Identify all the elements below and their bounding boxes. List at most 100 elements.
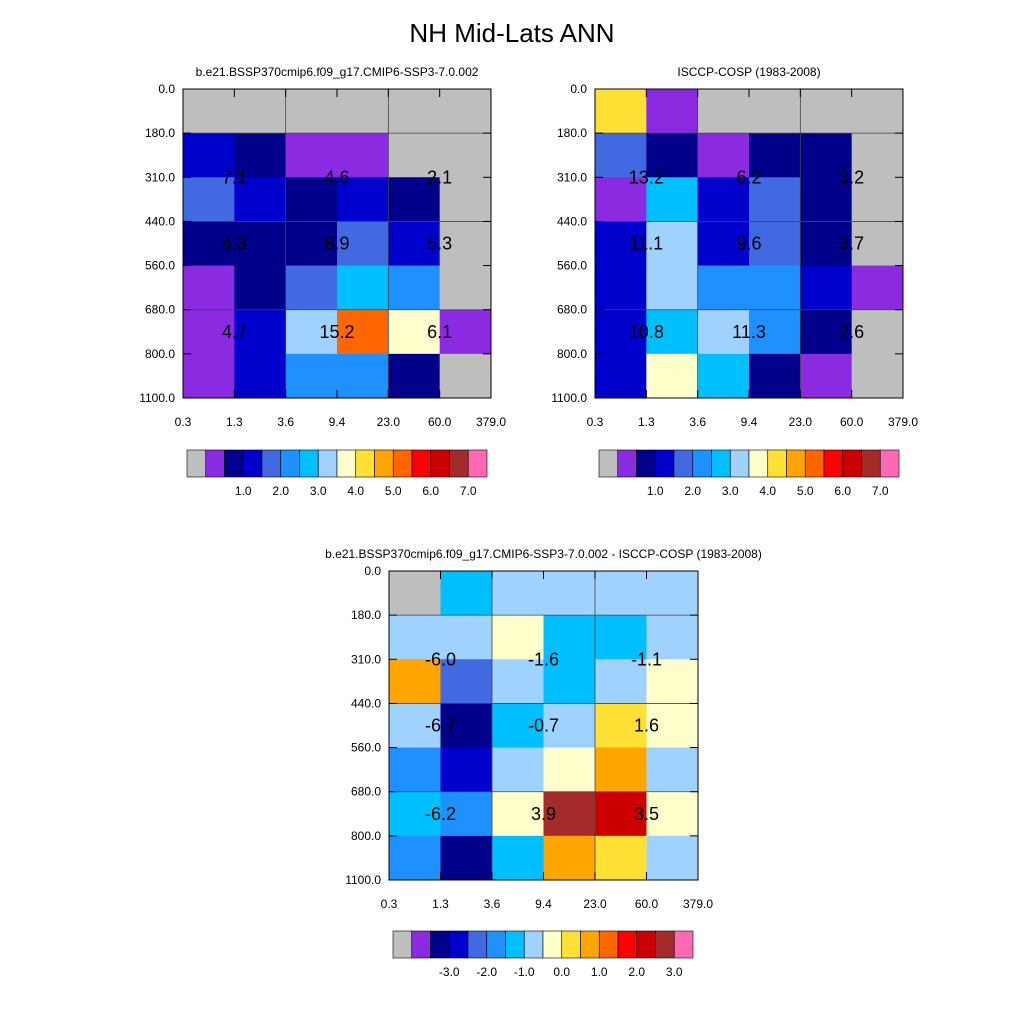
heatmap-cell [440, 791, 493, 837]
heatmap-cell [800, 89, 853, 134]
heatmap-cell [749, 353, 801, 399]
colorbar-swatch [655, 930, 675, 959]
heatmap-cell [337, 89, 389, 134]
y-tick-label: 310.0 [557, 170, 587, 184]
heatmap-cell [492, 615, 544, 660]
x-tick-label: 9.4 [741, 415, 758, 429]
y-tick-label: 180.0 [351, 608, 381, 622]
heatmap-cell [439, 221, 492, 267]
colorbar-swatch [205, 449, 225, 478]
heatmap-cell [492, 835, 544, 881]
heatmap-cell [697, 89, 750, 134]
heatmap-cell [697, 133, 750, 178]
heatmap-cell [439, 177, 492, 222]
colorbar-label: 3.0 [666, 965, 683, 979]
heatmap-cell [183, 265, 235, 311]
cell-value-label: 3.9 [531, 804, 556, 824]
y-tick-label: 560.0 [557, 259, 587, 273]
colorbar-swatch [842, 449, 862, 478]
heatmap-cell [800, 309, 853, 355]
heatmap-cell [388, 89, 441, 134]
heatmap-cell [595, 747, 647, 793]
heatmap-cell [440, 615, 493, 660]
heatmap-cell [697, 265, 750, 311]
heatmap-cell [595, 835, 647, 881]
colorbar-swatch [224, 449, 244, 478]
heatmap-cell [439, 309, 492, 355]
heatmap-cell [337, 133, 389, 178]
colorbar-label: 2.0 [272, 484, 289, 498]
colorbar-label: 0.0 [553, 965, 570, 979]
heatmap-cell [646, 659, 699, 704]
cell-value-label: 2.1 [427, 167, 452, 187]
colorbar-swatch [673, 449, 694, 478]
colorbar-swatch [561, 930, 581, 959]
heatmap-cell [388, 177, 441, 222]
heatmap-cell [234, 89, 287, 134]
colorbar-label: 5.0 [385, 484, 402, 498]
y-tick-label: 440.0 [145, 214, 175, 228]
heatmap-cell [595, 353, 647, 399]
heatmap-cell [851, 89, 904, 134]
y-tick-label: 1100.0 [139, 391, 175, 405]
cell-value-label: -6.2 [425, 804, 456, 824]
heatmap-cell [388, 309, 441, 355]
y-tick-label: 560.0 [351, 741, 381, 755]
heatmap-cell [234, 309, 287, 355]
heatmap-cell [646, 221, 699, 267]
colorbar-swatch [411, 930, 431, 959]
heatmap-cell [234, 353, 287, 399]
heatmap-cell [234, 221, 287, 267]
heatmap-cell [595, 89, 647, 134]
colorbar-label: 2.0 [628, 965, 645, 979]
chart-panel-2: b.e21.BSSP370cmip6.f09_g17.CMIP6-SSP3-7.… [325, 547, 762, 979]
heatmap-cell [389, 703, 441, 749]
y-tick-label: 800.0 [557, 347, 587, 361]
x-tick-label: 9.4 [329, 415, 346, 429]
heatmap-cell [183, 177, 235, 222]
heatmap-cell [646, 89, 699, 134]
colorbar-swatch [411, 449, 432, 478]
cell-value-label: 3.2 [839, 167, 864, 187]
y-tick-label: 310.0 [145, 170, 175, 184]
y-tick-label: 0.0 [364, 564, 381, 578]
cell-value-label: 5.3 [427, 234, 452, 254]
colorbar-label: 4.0 [347, 484, 364, 498]
cell-value-label: 6.1 [427, 322, 452, 342]
y-tick-label: 800.0 [145, 347, 175, 361]
colorbar-swatch [355, 449, 375, 478]
y-tick-label: 1100.0 [551, 391, 587, 405]
x-tick-label: 0.3 [175, 415, 192, 429]
colorbar-swatch [430, 930, 450, 959]
cell-value-label: 7.1 [222, 167, 247, 187]
heatmap-cell [749, 133, 801, 178]
heatmap-cell [543, 703, 596, 749]
heatmap-cell [800, 177, 853, 222]
heatmap-cell [800, 353, 853, 399]
x-tick-label: 0.3 [587, 415, 604, 429]
heatmap-cell [697, 353, 750, 399]
heatmap-cell [697, 221, 750, 267]
heatmap-cell [285, 221, 338, 267]
x-tick-label: 60.0 [840, 415, 864, 429]
cell-value-label: 13.2 [629, 167, 664, 187]
colorbar-swatch [804, 449, 825, 478]
y-tick-label: 180.0 [557, 126, 587, 140]
colorbar-swatch [392, 930, 413, 959]
y-tick-label: 1100.0 [345, 873, 381, 887]
colorbar-swatch [861, 449, 881, 478]
heatmap-cell [389, 571, 441, 616]
heatmap-cell [337, 177, 389, 222]
cell-value-label: 6.2 [736, 167, 761, 187]
y-tick-label: 440.0 [557, 214, 587, 228]
heatmap-cell [388, 265, 441, 311]
colorbar-swatch [767, 449, 787, 478]
colorbar-swatch [336, 449, 357, 478]
cell-value-label: -6.0 [425, 649, 456, 669]
heatmap-cell [749, 265, 801, 311]
heatmap-cell [285, 89, 338, 134]
heatmap-cell [440, 747, 493, 793]
colorbar-swatch [392, 449, 413, 478]
heatmap-cell [439, 265, 492, 311]
cell-value-label: 1.6 [634, 716, 659, 736]
